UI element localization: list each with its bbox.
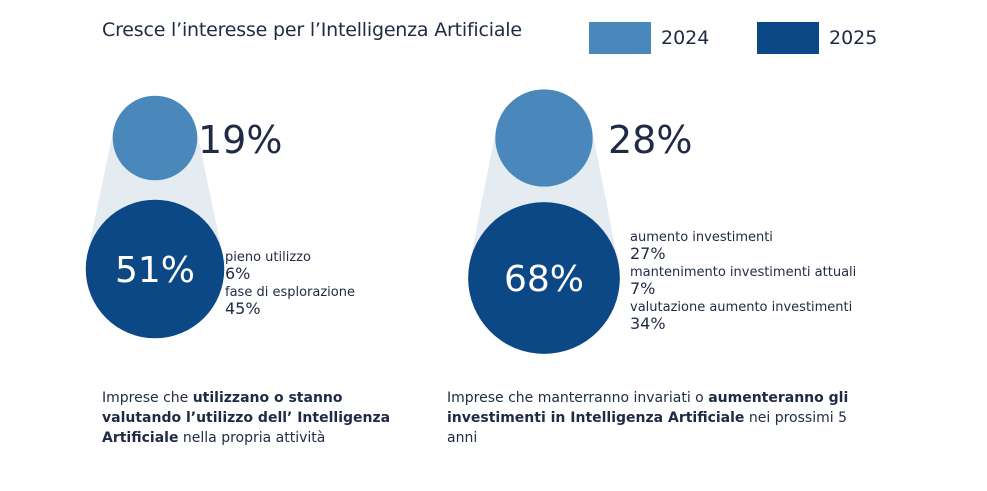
breakdown-label: aumento investimenti [630,230,773,245]
breakdown-label: mantenimento investimenti attuali [630,265,857,280]
caption-segment: utilizzano o stanno valutando l’utilizzo… [102,390,391,446]
caption-right: Imprese che manterranno invariati o aume… [447,388,867,448]
value-label-2025: 68% [504,259,584,300]
breakdown-label: pieno utilizzo [225,250,311,265]
breakdown-value: 6% [225,264,251,283]
breakdown-value: 7% [630,279,656,298]
legend-swatch-2024 [589,22,651,54]
breakdown-left: pieno utilizzo 6% fase di esplorazione 4… [225,250,355,318]
breakdown-value: 27% [630,244,666,263]
legend-swatch-2025 [757,22,819,54]
breakdown-value: 45% [225,299,261,318]
value-label-2024: 28% [608,118,692,162]
caption-segment: Imprese che [102,390,193,406]
legend-label-2025: 2025 [829,27,878,49]
bubble-2024 [112,95,198,181]
legend-item-2024: 2024 [589,22,709,54]
breakdown-right: aumento investimenti 27% mantenimento in… [630,230,856,333]
breakdown-value: 34% [630,314,666,333]
legend-item-2025: 2025 [757,22,877,54]
value-label-2025: 51% [115,250,195,291]
caption-segment: aumenteranno gli investimenti in Intelli… [447,390,849,426]
caption-segment: Imprese che manterranno invariati o [447,390,709,406]
breakdown-label: fase di esplorazione [225,285,355,300]
chart-title: Cresce l’interesse per l’Intelligenza Ar… [102,19,522,41]
value-label-2024: 19% [198,118,282,162]
bubble-2025 [468,202,620,354]
bubble-2024 [495,89,593,187]
legend-label-2024: 2024 [661,27,710,49]
bubble-2025 [85,199,225,339]
caption-segment: nella propria attività [178,430,326,446]
caption-left: Imprese che utilizzano o stanno valutand… [102,388,392,448]
caption-segment: nei prossimi 5 anni [447,410,847,446]
breakdown-label: valutazione aumento investimenti [630,300,853,315]
